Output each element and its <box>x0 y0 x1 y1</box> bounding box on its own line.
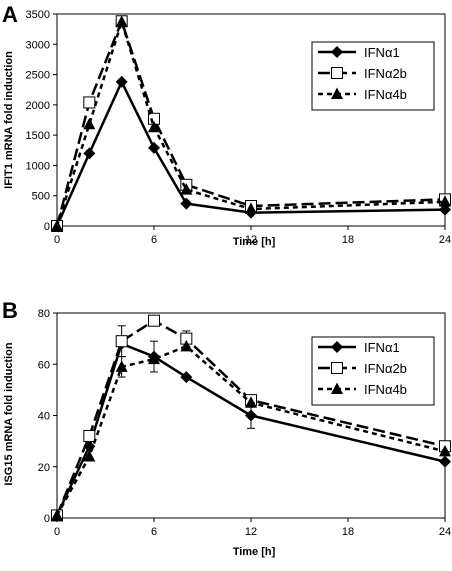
y-tick-label: 60 <box>38 359 50 371</box>
series-group-a <box>51 15 451 232</box>
data-point <box>245 409 257 422</box>
data-point <box>83 117 96 130</box>
data-point <box>83 450 96 462</box>
data-point <box>115 335 128 348</box>
data-point <box>180 339 193 352</box>
data-point <box>148 352 160 365</box>
legend-marker <box>331 87 343 99</box>
legend-label: IFNα1 <box>364 45 400 60</box>
series-triangle <box>51 15 451 231</box>
panel-letter-a: A <box>2 2 18 27</box>
x-tick-label: 6 <box>151 526 157 538</box>
y-tick-label: 2000 <box>26 100 50 112</box>
x-ticks-a: 0 6 12 18 24 <box>54 226 451 246</box>
data-point <box>115 75 128 88</box>
y-axis-label-b: ISG15 mRNA fold induction <box>3 342 15 485</box>
data-point <box>115 360 128 372</box>
legend-label: IFNα4b <box>364 382 407 397</box>
x-axis-label-a: Time [h] <box>233 236 276 248</box>
data-point <box>148 141 160 154</box>
legend-marker <box>331 67 343 79</box>
panel-letter-b: B <box>2 298 18 323</box>
data-point <box>51 219 63 231</box>
legend-label: IFNα4b <box>364 87 407 102</box>
data-point <box>180 183 193 195</box>
panel-b: B 0 20 40 60 80 0 6 12 18 24 Time [h] ISG15 mRNA… <box>2 298 451 558</box>
y-tick-label: 80 <box>38 308 50 320</box>
legend-marker <box>331 341 343 353</box>
x-tick-label: 0 <box>54 526 60 538</box>
y-tick-label: 1500 <box>26 130 50 142</box>
x-tick-label: 12 <box>245 234 257 246</box>
series-triangle <box>51 339 451 521</box>
data-point <box>148 314 160 327</box>
y-tick-label: 0 <box>44 513 50 525</box>
data-point <box>245 202 257 215</box>
y-tick-label: 0 <box>44 221 50 233</box>
data-point <box>115 15 128 27</box>
data-point <box>439 195 451 207</box>
x-tick-label: 18 <box>342 234 354 246</box>
y-tick-label: 40 <box>38 411 50 423</box>
data-point <box>180 197 193 210</box>
data-point <box>148 120 160 133</box>
x-tick-label: 6 <box>151 234 157 246</box>
y-tick-label: 20 <box>38 462 50 474</box>
data-point <box>83 96 96 109</box>
y-tick-label: 2500 <box>26 70 50 82</box>
y-tick-label: 500 <box>32 191 50 203</box>
x-tick-label: 24 <box>439 234 451 246</box>
x-axis-label-b: Time [h] <box>233 546 276 558</box>
legend-entries-b: IFNα1 IFNα2b IFNα4b <box>318 340 407 397</box>
data-point <box>83 147 96 160</box>
y-tick-label: 3000 <box>26 39 50 51</box>
x-tick-label: 12 <box>245 526 257 538</box>
data-point <box>245 396 257 408</box>
data-point <box>180 371 193 384</box>
x-tick-label: 0 <box>54 234 60 246</box>
legend-label: IFNα2b <box>364 66 407 81</box>
legend-label: IFNα2b <box>364 361 407 376</box>
x-tick-label: 24 <box>439 526 451 538</box>
legend-label: IFNα1 <box>364 340 400 355</box>
y-tick-label: 3500 <box>26 9 50 21</box>
legend-marker <box>331 382 343 394</box>
data-point <box>83 430 96 442</box>
data-point <box>51 508 63 521</box>
data-point <box>439 455 451 468</box>
legend-a: IFNα1 IFNα2b IFNα4b <box>311 41 435 111</box>
legend-marker <box>331 362 343 374</box>
y-tick-label: 1000 <box>26 160 50 172</box>
y-axis-label-a: IFIT1 mRNA fold induction <box>3 51 15 189</box>
legend-entries-a: IFNα1 IFNα2b IFNα4b <box>318 45 407 102</box>
series-group-b <box>51 314 451 522</box>
y-ticks-b: 0 20 40 60 80 <box>38 308 57 525</box>
legend-marker <box>331 46 343 58</box>
x-tick-label: 18 <box>342 526 354 538</box>
y-ticks-a: 0 500 1000 1500 2000 2500 3000 3500 <box>26 9 57 233</box>
data-point <box>439 444 451 457</box>
legend-b: IFNα1 IFNα2b IFNα4b <box>311 336 435 406</box>
x-ticks-b: 0 6 12 18 24 <box>54 518 451 538</box>
